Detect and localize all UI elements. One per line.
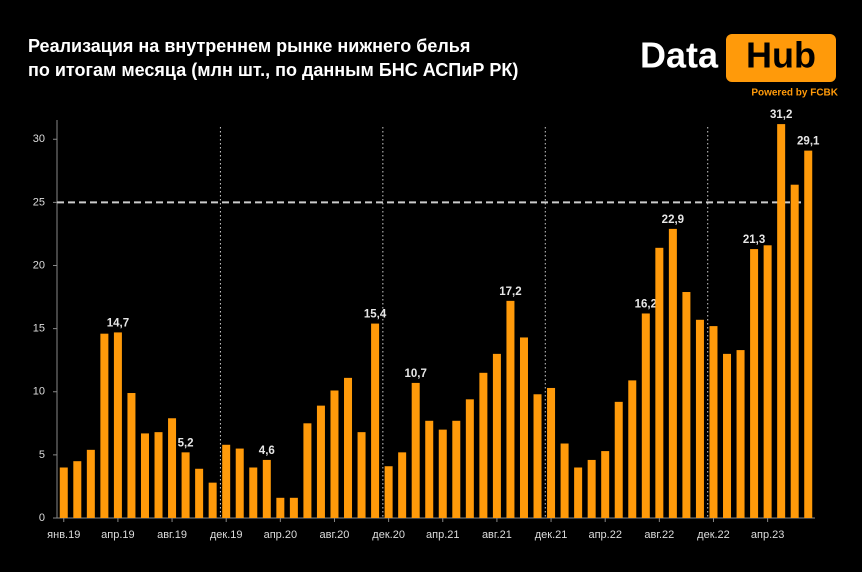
x-tick-label: авг.19	[157, 529, 187, 541]
chart-title: Реализация на внутреннем рынке нижнего б…	[28, 36, 470, 56]
bar	[249, 467, 258, 518]
bar	[668, 228, 677, 518]
bar	[140, 433, 149, 518]
bar	[357, 432, 366, 518]
logo-word: Data	[640, 35, 719, 76]
chart-subtitle: по итогам месяца (млн шт., по данным БНС…	[28, 60, 518, 80]
bar	[682, 292, 691, 518]
x-tick-label: дек.19	[210, 529, 243, 541]
bar	[168, 418, 177, 518]
bar	[452, 420, 461, 518]
bar	[195, 468, 204, 518]
bar	[492, 353, 501, 518]
bar	[330, 390, 339, 518]
bar	[371, 323, 380, 518]
bar	[222, 444, 231, 518]
y-tick-label: 10	[33, 386, 45, 398]
data-label: 15,4	[364, 309, 387, 321]
y-tick-label: 30	[33, 133, 45, 145]
bar	[100, 333, 109, 518]
bar	[479, 372, 488, 518]
y-tick-label: 15	[33, 323, 45, 335]
data-label: 10,7	[405, 368, 427, 380]
x-tick-label: апр.19	[101, 529, 134, 541]
bar	[763, 245, 772, 519]
x-tick-label: авг.20	[320, 529, 350, 541]
bar	[465, 399, 474, 518]
x-tick-label: авг.21	[482, 529, 512, 541]
data-label: 21,3	[743, 234, 765, 246]
bar	[289, 497, 298, 518]
bar	[208, 482, 217, 518]
y-tick-label: 25	[33, 196, 45, 208]
bar	[181, 452, 190, 518]
x-tick-label: дек.22	[697, 529, 730, 541]
x-tick-label: апр.22	[588, 529, 621, 541]
bar	[398, 452, 407, 518]
data-label: 14,7	[107, 317, 129, 329]
bar	[86, 449, 95, 518]
x-tick-label: янв.19	[47, 529, 80, 541]
bar	[303, 423, 312, 518]
bar	[316, 405, 325, 518]
bar	[235, 448, 244, 518]
bar	[262, 459, 271, 518]
data-label: 5,2	[178, 437, 194, 449]
bar	[750, 249, 759, 518]
data-label: 4,6	[259, 445, 275, 457]
bar	[533, 394, 542, 518]
bar	[641, 313, 650, 518]
bar	[601, 451, 610, 518]
bar	[127, 393, 136, 518]
bar	[587, 459, 596, 518]
x-tick-label: авг.22	[644, 529, 674, 541]
bar	[695, 319, 704, 518]
x-tick-label: апр.21	[426, 529, 459, 541]
bar	[519, 337, 528, 518]
data-label: 31,2	[770, 109, 792, 121]
bar	[790, 184, 799, 518]
bar	[506, 300, 515, 518]
logo-tagline: Powered by FCBK	[751, 88, 838, 99]
data-label: 22,9	[662, 214, 684, 226]
bar	[438, 429, 447, 518]
bar	[425, 420, 434, 518]
y-tick-label: 0	[39, 512, 45, 524]
bar	[628, 380, 637, 518]
data-label: 16,2	[635, 299, 657, 311]
bar	[655, 247, 664, 518]
bar	[574, 467, 583, 518]
bar	[73, 461, 82, 518]
bar	[384, 466, 393, 518]
bar	[560, 443, 569, 518]
bar	[344, 377, 353, 518]
bar	[154, 432, 163, 518]
bar	[276, 497, 285, 518]
x-tick-label: апр.23	[751, 529, 784, 541]
bar	[547, 387, 556, 518]
bar	[59, 467, 68, 518]
bar	[804, 150, 813, 519]
logo-box	[726, 34, 836, 82]
x-tick-label: дек.21	[535, 529, 568, 541]
data-label: 29,1	[797, 136, 820, 148]
x-tick-label: дек.20	[372, 529, 405, 541]
bar	[709, 326, 718, 518]
bar	[723, 353, 732, 518]
data-label: 17,2	[499, 286, 521, 298]
x-tick-label: апр.20	[264, 529, 297, 541]
bar	[736, 350, 745, 518]
bar	[777, 124, 786, 518]
bar	[614, 401, 623, 518]
bar	[113, 332, 122, 518]
bar	[411, 382, 420, 518]
y-tick-label: 20	[33, 259, 45, 271]
y-tick-label: 5	[39, 449, 45, 461]
logo-word: Hub	[746, 35, 816, 76]
